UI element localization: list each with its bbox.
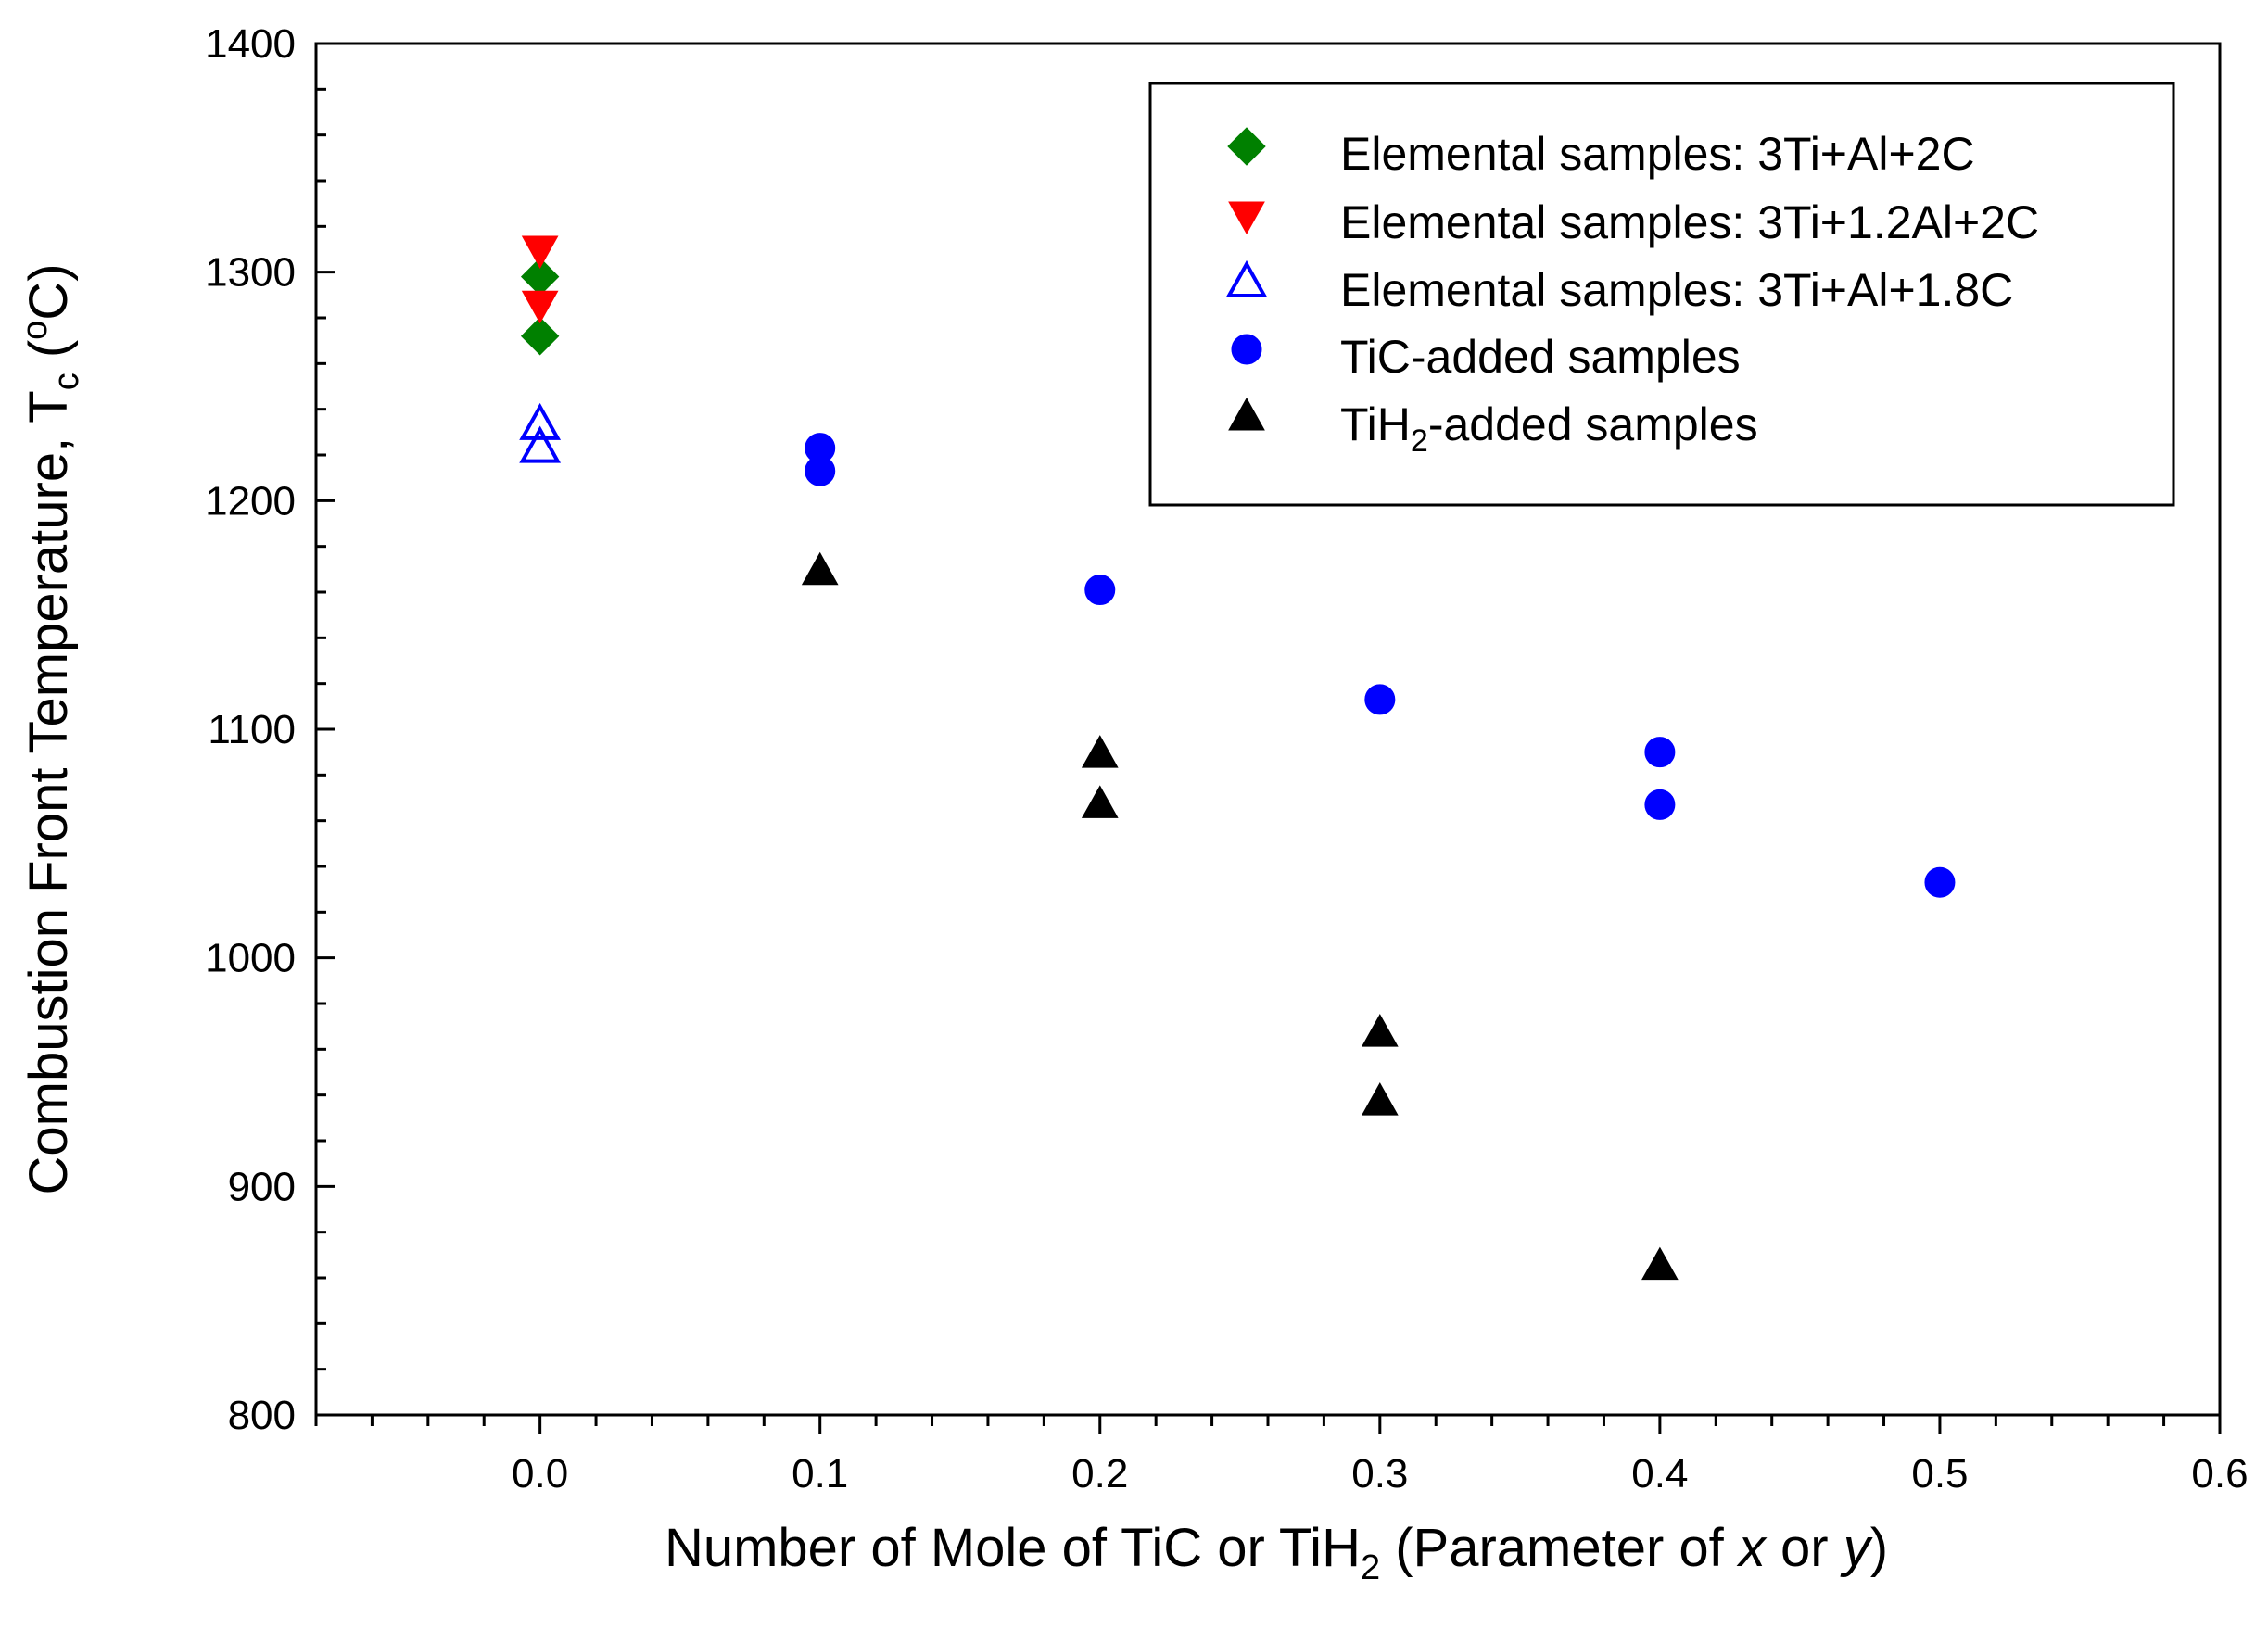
y-tick-label-1100: 1100 — [208, 707, 296, 752]
point-elemental-samples-3ti-al-1-8c-x0-y1223 — [519, 425, 562, 463]
legend-marker-tih2-added-samples — [1228, 397, 1265, 431]
y-axis-title-main: Combustion Front Temperature, T — [19, 390, 79, 1194]
y-axis: 800 900 1000 1100 1200 1300 1400 — [205, 21, 335, 1438]
point-tic-added-samples-x0.2-y1161 — [1084, 575, 1116, 606]
y-tick-label-1400: 1400 — [205, 21, 296, 67]
point-elemental-samples-3ti-al-2c-x0-y1272 — [520, 317, 560, 356]
y-axis-title-unit: C) — [19, 263, 79, 320]
point-tih2-added-samples-x0.3-y937 — [1361, 1082, 1399, 1116]
x-tick-label-0.1: 0.1 — [792, 1451, 848, 1497]
x-tick-label-0.2: 0.2 — [1071, 1451, 1128, 1497]
legend-label-3ti-al-1-8c: Elemental samples: 3Ti+Al+1.8C — [1340, 264, 2013, 316]
x-tick-label-0.4: 0.4 — [1631, 1451, 1688, 1497]
y-tick-label-900: 900 — [228, 1164, 296, 1209]
point-tic-added-samples-x0.4-y1090 — [1644, 737, 1676, 768]
series-tih2-added-samples — [801, 551, 1679, 1281]
series-elemental-samples-3ti-al-2c — [520, 257, 560, 356]
series-elemental-samples-3ti-1-2al-2c — [521, 235, 559, 324]
point-elemental-samples-3ti-al-1-8c-x0-y1233 — [519, 402, 562, 440]
legend-box — [1148, 82, 2175, 507]
x-tick-label-0.3: 0.3 — [1351, 1451, 1408, 1497]
series-tic-added-samples — [805, 433, 1956, 898]
x-tick-label-0.5: 0.5 — [1911, 1451, 1968, 1497]
point-tih2-added-samples-x0.2-y1089 — [1081, 735, 1119, 768]
legend: Elemental samples: 3Ti+Al+2C Elemental s… — [1148, 82, 2175, 507]
x-tick-label-0.0: 0.0 — [512, 1451, 568, 1497]
point-tih2-added-samples-x0.2-y1067 — [1081, 785, 1119, 818]
legend-label-tic-added: TiC-added samples — [1340, 331, 1741, 383]
legend-marker-elemental-samples-3ti-al-2c — [1227, 127, 1266, 166]
y-axis-title-subscript: c — [47, 373, 86, 390]
x-axis-title-or: or — [1766, 1518, 1844, 1578]
legend-marker-elemental-samples-3ti-1-2al-2c — [1228, 201, 1265, 235]
legend-marker-tic-added-samples — [1231, 334, 1262, 365]
legend-label-tih2-rest: -added samples — [1428, 398, 1758, 450]
y-tick-label-1200: 1200 — [205, 478, 296, 524]
point-tic-added-samples-x0.3-y1113 — [1364, 684, 1396, 715]
x-axis: 0.0 0.1 0.2 0.3 0.4 0.5 0.6 — [314, 1415, 2249, 1497]
point-tih2-added-samples-x0.4-y865 — [1641, 1246, 1679, 1281]
point-tic-added-samples-x0.1-y1213 — [805, 455, 836, 486]
x-axis-title-open: (Parameter of — [1380, 1518, 1739, 1578]
y-axis-title-degree: o — [16, 321, 55, 340]
x-axis-title-y-variable: y — [1840, 1518, 1873, 1578]
point-tic-added-samples-x0.4-y1067 — [1644, 789, 1676, 820]
series-elemental-samples-3ti-al-1-8c — [519, 402, 562, 463]
x-axis-title-close: ) — [1870, 1518, 1888, 1578]
x-tick-label-0.6: 0.6 — [2191, 1451, 2248, 1497]
y-tick-label-800: 800 — [228, 1393, 296, 1438]
x-axis-title: Number of Mole of TiC or TiH2 (Parameter… — [665, 1518, 1888, 1587]
x-axis-title-x-variable: x — [1736, 1518, 1768, 1578]
point-elemental-samples-3ti-1-2al-2c-x0-y1310 — [521, 235, 559, 270]
legend-label-3ti-al-2c: Elemental samples: 3Ti+Al+2C — [1340, 128, 1975, 180]
x-axis-title-main: Number of Mole of TiC or TiH — [665, 1518, 1361, 1578]
legend-label-tih2-subscript: 2 — [1411, 423, 1428, 459]
data-points — [519, 235, 1956, 1281]
x-axis-title-subscript: 2 — [1361, 1548, 1380, 1587]
legend-label-tih2-added: TiH2-added samples — [1340, 398, 1758, 459]
point-tih2-added-samples-x0.3-y967 — [1361, 1014, 1399, 1047]
legend-label-tih2-main: TiH — [1340, 398, 1411, 450]
y-tick-label-1300: 1300 — [205, 250, 296, 296]
y-axis-title: Combustion Front Temperature, Tc (oC) — [16, 263, 86, 1194]
legend-marker-elemental-samples-3ti-al-1-8c — [1225, 259, 1268, 297]
legend-markers — [1225, 127, 1268, 431]
point-tic-added-samples-x0.5-y1033 — [1924, 866, 1956, 898]
point-tih2-added-samples-x0.1-y1169 — [801, 551, 839, 586]
point-elemental-samples-3ti-1-2al-2c-x0-y1286 — [521, 290, 559, 324]
y-tick-label-1000: 1000 — [205, 936, 296, 981]
legend-label-3ti-1-2al-2c: Elemental samples: 3Ti+1.2Al+2C — [1340, 196, 2039, 248]
y-axis-title-open: ( — [19, 340, 79, 373]
